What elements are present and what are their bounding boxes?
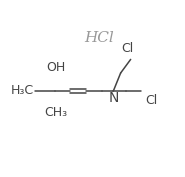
Text: OH: OH bbox=[46, 61, 65, 74]
Text: HCl: HCl bbox=[84, 31, 114, 45]
Text: Cl: Cl bbox=[122, 42, 134, 55]
Text: CH₃: CH₃ bbox=[44, 106, 67, 119]
Text: Cl: Cl bbox=[145, 95, 157, 107]
Text: N: N bbox=[109, 92, 120, 105]
Text: H₃C: H₃C bbox=[11, 84, 34, 97]
